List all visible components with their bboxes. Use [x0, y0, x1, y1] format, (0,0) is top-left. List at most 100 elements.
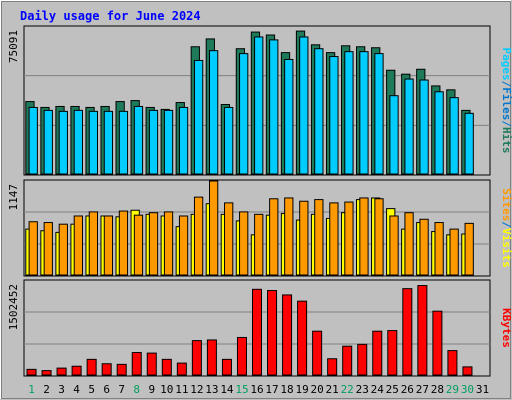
bar-sites-day-13	[209, 180, 219, 276]
bar-pages-day-23	[359, 51, 369, 175]
series-axis-label: KBytes	[500, 308, 512, 348]
panel-visits_sites: 1147 Sites/Visits	[7, 179, 512, 277]
bar-pages-day-3	[58, 110, 68, 175]
series-label-: /	[500, 120, 512, 127]
bar-kbytes-day-1	[26, 368, 37, 376]
x-tick-label-day-4: 4	[73, 383, 80, 396]
series-label-: /	[500, 81, 512, 88]
series-axis-label: Sites/Visits	[500, 188, 512, 268]
x-tick-label-day-12: 12	[190, 383, 203, 396]
x-tick-label-day-25: 25	[386, 383, 399, 396]
x-tick-label-day-30: 30	[461, 383, 474, 396]
bar-pages-day-6	[103, 110, 114, 175]
bar-pages-day-10	[163, 109, 174, 175]
bar-pages-day-14	[224, 106, 234, 175]
series-axis-label: Pages/Files/Hits	[500, 48, 512, 154]
x-tick-label-day-11: 11	[175, 383, 188, 396]
x-tick-label-day-27: 27	[416, 383, 429, 396]
bar-kbytes-day-13	[206, 339, 217, 376]
bar-pages-day-1	[28, 106, 38, 175]
bar-sites-day-19	[299, 200, 309, 276]
bar-kbytes-day-21	[327, 358, 338, 376]
x-tick-label-day-24: 24	[371, 383, 385, 396]
x-tick-label-day-22: 22	[341, 383, 354, 396]
x-tick-label-day-13: 13	[205, 383, 218, 396]
bar-kbytes-day-9	[146, 352, 157, 376]
bar-sites-day-26	[404, 212, 414, 276]
bar-kbytes-day-6	[101, 363, 112, 376]
series-label-hits: Hits	[500, 127, 512, 154]
bar-kbytes-day-16	[251, 288, 263, 376]
x-tick-label-day-31: 31	[476, 383, 489, 396]
x-tick-label-day-21: 21	[326, 383, 339, 396]
bar-kbytes-day-3	[56, 367, 67, 376]
series-label-: /	[500, 221, 512, 228]
bar-kbytes-day-5	[86, 358, 97, 376]
bar-sites-day-10	[163, 211, 174, 276]
bar-pages-day-30	[464, 112, 474, 175]
x-tick-label-day-6: 6	[103, 383, 110, 396]
bar-kbytes-day-2	[41, 370, 52, 376]
bar-pages-day-22	[344, 51, 354, 175]
x-tick-label-day-18: 18	[280, 383, 293, 396]
bar-kbytes-day-30	[462, 366, 473, 376]
bar-pages-day-2	[43, 109, 53, 175]
bar-sites-day-8	[133, 214, 144, 276]
series-label-visits: Visits	[500, 228, 512, 268]
bar-sites-day-22	[344, 201, 354, 276]
bar-kbytes-day-14	[221, 358, 232, 376]
bar-kbytes-day-19	[297, 300, 308, 376]
bar-pages-day-20	[314, 48, 324, 175]
bar-sites-day-16	[254, 213, 264, 276]
bar-pages-day-24	[374, 53, 384, 175]
bar-sites-day-7	[118, 210, 129, 276]
bar-sites-day-23	[359, 197, 369, 276]
bar-sites-day-2	[43, 222, 53, 276]
bar-kbytes-day-25	[387, 330, 398, 376]
bar-kbytes-day-18	[282, 294, 293, 376]
x-tick-label-day-2: 2	[43, 383, 50, 396]
x-tick-label-day-15: 15	[235, 383, 248, 396]
bar-pages-day-19	[299, 36, 309, 175]
bar-kbytes-day-23	[357, 343, 368, 376]
bar-sites-day-17	[269, 198, 279, 276]
x-tick-label-day-10: 10	[160, 383, 173, 396]
series-label-sites: Sites	[500, 188, 512, 221]
bar-sites-day-30	[464, 222, 474, 276]
x-axis-day-labels: 1 2 3 4 5 6 7 8 9 10 11 12 13 14 15 16 17 18 19 20 21 22 23 24 2…	[28, 383, 489, 396]
bar-kbytes-day-29	[447, 350, 458, 376]
bar-sites-day-3	[58, 223, 68, 276]
series-label-pages: Pages	[500, 48, 512, 81]
x-tick-label-day-29: 29	[446, 383, 459, 396]
x-tick-label-day-19: 19	[295, 383, 308, 396]
bar-kbytes-day-17	[267, 290, 278, 376]
x-tick-label-day-23: 23	[356, 383, 369, 396]
bar-sites-day-20	[314, 199, 324, 276]
bar-sites-day-4	[73, 215, 83, 276]
bar-sites-day-5	[88, 211, 99, 276]
bar-pages-day-28	[434, 91, 444, 175]
x-tick-label-day-5: 5	[88, 383, 95, 396]
y-max-label: 1502452	[7, 284, 20, 330]
bar-pages-day-18	[284, 58, 294, 175]
bar-pages-day-9	[148, 109, 159, 175]
bar-sites-day-25	[389, 215, 399, 276]
x-tick-label-day-20: 20	[311, 383, 324, 396]
bar-kbytes-day-10	[161, 358, 172, 376]
x-tick-label-day-8: 8	[133, 383, 140, 396]
bar-sites-day-24	[374, 198, 384, 276]
x-tick-label-day-28: 28	[431, 383, 444, 396]
bar-sites-day-9	[148, 212, 159, 276]
bar-kbytes-day-15	[236, 336, 247, 376]
bar-sites-day-11	[178, 215, 189, 276]
x-tick-label-day-1: 1	[28, 383, 35, 396]
bar-kbytes-day-22	[342, 345, 353, 376]
bar-pages-day-26	[404, 78, 414, 175]
bar-pages-day-8	[133, 105, 144, 175]
x-tick-label-day-7: 7	[118, 383, 125, 396]
bar-pages-day-25	[389, 95, 399, 175]
bar-kbytes-day-4	[71, 365, 82, 376]
